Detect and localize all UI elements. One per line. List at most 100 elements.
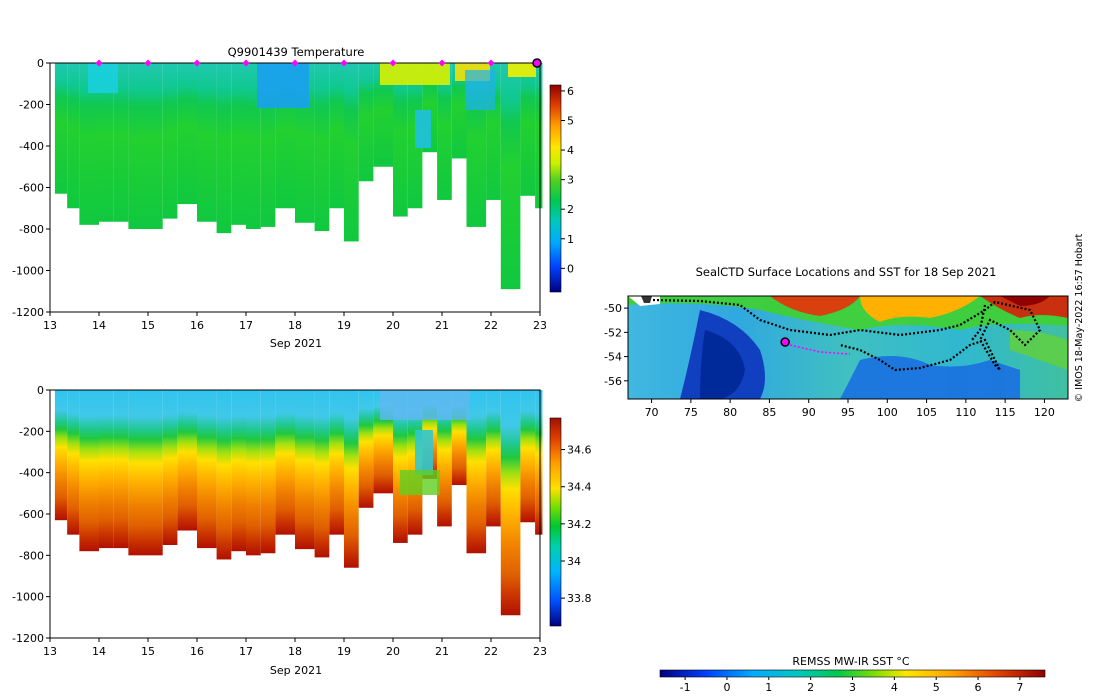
map-x-tick-label: 85 xyxy=(762,406,776,419)
map-y-tick-label: -54 xyxy=(604,351,622,364)
y-tick-label: -1000 xyxy=(12,591,44,604)
y-tick-label: -1200 xyxy=(12,306,44,319)
profile-column xyxy=(197,63,217,222)
profile-column xyxy=(275,390,295,535)
profile-column xyxy=(231,390,246,552)
profile-column xyxy=(520,390,536,523)
surface-markers xyxy=(95,58,542,68)
sst-colorbar-tick-label: 7 xyxy=(1016,681,1023,694)
profile-column xyxy=(67,390,80,535)
profile-column xyxy=(246,390,261,556)
profile-column xyxy=(113,390,129,549)
map-x-tick-label: 110 xyxy=(955,406,976,419)
sst-colorbar-tick-label: -1 xyxy=(680,681,691,694)
surface-marker xyxy=(144,59,152,67)
x-tick-label: 22 xyxy=(484,319,498,332)
x-tick-label: 17 xyxy=(239,645,253,658)
y-tick-label: -200 xyxy=(19,99,44,112)
map-y-axis: -50 -52 -54 -56 xyxy=(604,302,628,388)
profile-column xyxy=(393,63,408,217)
temperature-title: Q9901439 Temperature xyxy=(228,45,365,59)
x-tick-label: 19 xyxy=(337,319,351,332)
sst-colorbar-tick-label: 6 xyxy=(975,681,982,694)
x-tick-label: 13 xyxy=(43,319,57,332)
profile-column xyxy=(79,390,99,552)
x-tick-label: 19 xyxy=(337,645,351,658)
profile-column xyxy=(216,390,232,560)
salinity-y-axis: 0 -200 -400 -600 -800 -1000 -1200 xyxy=(12,384,50,645)
y-tick-label: -400 xyxy=(19,467,44,480)
sst-colorbar-tick-label: 2 xyxy=(807,681,814,694)
x-tick-label: 22 xyxy=(484,645,498,658)
colorbar-tick-label: 0 xyxy=(567,262,574,275)
profile-column xyxy=(344,390,359,568)
x-tick-label: 18 xyxy=(288,645,302,658)
profile-column xyxy=(314,390,330,558)
surface-marker xyxy=(438,59,446,67)
profile-column xyxy=(177,390,197,531)
profile-column xyxy=(162,390,178,545)
x-tick-label: 17 xyxy=(239,319,253,332)
profile-column xyxy=(216,63,232,234)
profile-column xyxy=(466,390,487,554)
profile-column xyxy=(231,63,246,225)
y-tick-label: -1000 xyxy=(12,265,44,278)
latest-surface-marker xyxy=(532,58,542,68)
sst-colorbar-tick-label: 5 xyxy=(933,681,940,694)
x-tick-label: 15 xyxy=(141,319,155,332)
profile-column xyxy=(535,390,543,535)
map-y-tick-label: -50 xyxy=(604,302,622,315)
profile-column xyxy=(520,63,536,196)
map-x-tick-label: 105 xyxy=(916,406,937,419)
profile-column xyxy=(99,63,114,222)
colorbar-tick-label: 1 xyxy=(567,233,574,246)
map-x-tick-label: 95 xyxy=(841,406,855,419)
surface-marker xyxy=(95,59,103,67)
surface-marker xyxy=(291,59,299,67)
temperature-section-profiles xyxy=(54,63,543,290)
sst-colorbar-tick-label: 4 xyxy=(891,681,898,694)
y-tick-label: 0 xyxy=(37,57,44,70)
sst-colorbar-label: REMSS MW-IR SST °C xyxy=(792,655,910,668)
colorbar-tick-label: 34.4 xyxy=(567,481,592,494)
colorbar-tick-label: 6 xyxy=(567,85,574,98)
sst-colorbar-tick-label: 3 xyxy=(849,681,856,694)
colorbar-tick-label: 3 xyxy=(567,174,574,187)
salinity-colorbar xyxy=(549,417,562,627)
latest-position-marker xyxy=(780,337,790,347)
salinity-colorbar-ticks: 34.6 34.4 34.2 34 33.8 xyxy=(561,444,592,605)
profile-column xyxy=(148,390,163,556)
map-x-tick-label: 80 xyxy=(723,406,737,419)
sst-colorbar xyxy=(659,669,1046,678)
profile-column xyxy=(295,390,315,550)
temperature-section-patches xyxy=(88,63,536,148)
profile-column xyxy=(54,390,68,521)
y-tick-label: -1200 xyxy=(12,632,44,645)
profile-column xyxy=(329,63,344,209)
profile-column xyxy=(437,390,452,527)
x-tick-label: 20 xyxy=(386,645,400,658)
salinity-section-profiles xyxy=(54,390,543,616)
profile-column xyxy=(113,63,129,222)
colorbar-tick-label: 34 xyxy=(567,555,581,568)
temperature-y-axis: 0 -200 -400 -600 -800 -1000 -1200 xyxy=(12,57,50,319)
profile-column xyxy=(128,63,148,229)
map-x-tick-label: 115 xyxy=(995,406,1016,419)
temperature-colorbar xyxy=(549,84,562,293)
colorbar-tick-label: 5 xyxy=(567,114,574,127)
profile-column xyxy=(329,390,344,535)
profile-column xyxy=(358,390,374,508)
credit-text: © IMOS 18-May-2022 16:57 Hobart xyxy=(1074,233,1085,402)
map-x-tick-label: 75 xyxy=(684,406,698,419)
y-tick-label: -800 xyxy=(19,549,44,562)
x-tick-label: 21 xyxy=(435,645,449,658)
profile-column xyxy=(535,63,543,209)
profile-column xyxy=(451,63,467,159)
colorbar-tick-label: 4 xyxy=(567,144,574,157)
sst-colorbar-ticks: -1 0 1 2 3 4 5 6 7 xyxy=(680,677,1023,694)
profile-column xyxy=(373,63,393,167)
profile-column xyxy=(197,390,217,549)
sst-colorbar-tick-label: 1 xyxy=(765,681,772,694)
surface-marker xyxy=(487,59,495,67)
